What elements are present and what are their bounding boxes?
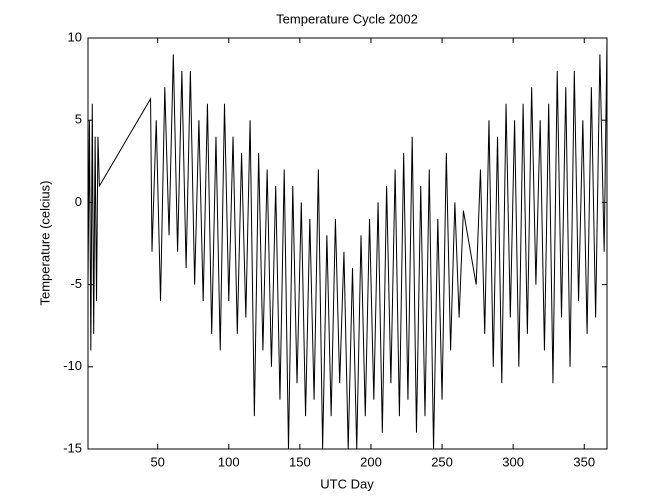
x-tick-label: 150	[289, 454, 311, 469]
chart-title: Temperature Cycle 2002	[276, 11, 418, 26]
y-tick-label: 10	[68, 29, 82, 44]
y-tick-label: -5	[70, 276, 82, 291]
x-tick-label: 50	[150, 454, 164, 469]
x-axis-label: UTC Day	[320, 476, 374, 491]
x-tick-label: 200	[360, 454, 382, 469]
y-tick-label: 0	[75, 194, 82, 209]
x-tick-label: 300	[502, 454, 524, 469]
x-tick-label: 100	[218, 454, 240, 469]
y-tick-label: 5	[75, 112, 82, 127]
x-tick-label: 350	[573, 454, 595, 469]
y-tick-label: -10	[63, 358, 82, 373]
y-axis-label: Temperature (celcius)	[37, 181, 52, 306]
temperature-line	[87, 37, 608, 450]
x-tick-label: 250	[431, 454, 453, 469]
y-tick-label: -15	[63, 440, 82, 455]
